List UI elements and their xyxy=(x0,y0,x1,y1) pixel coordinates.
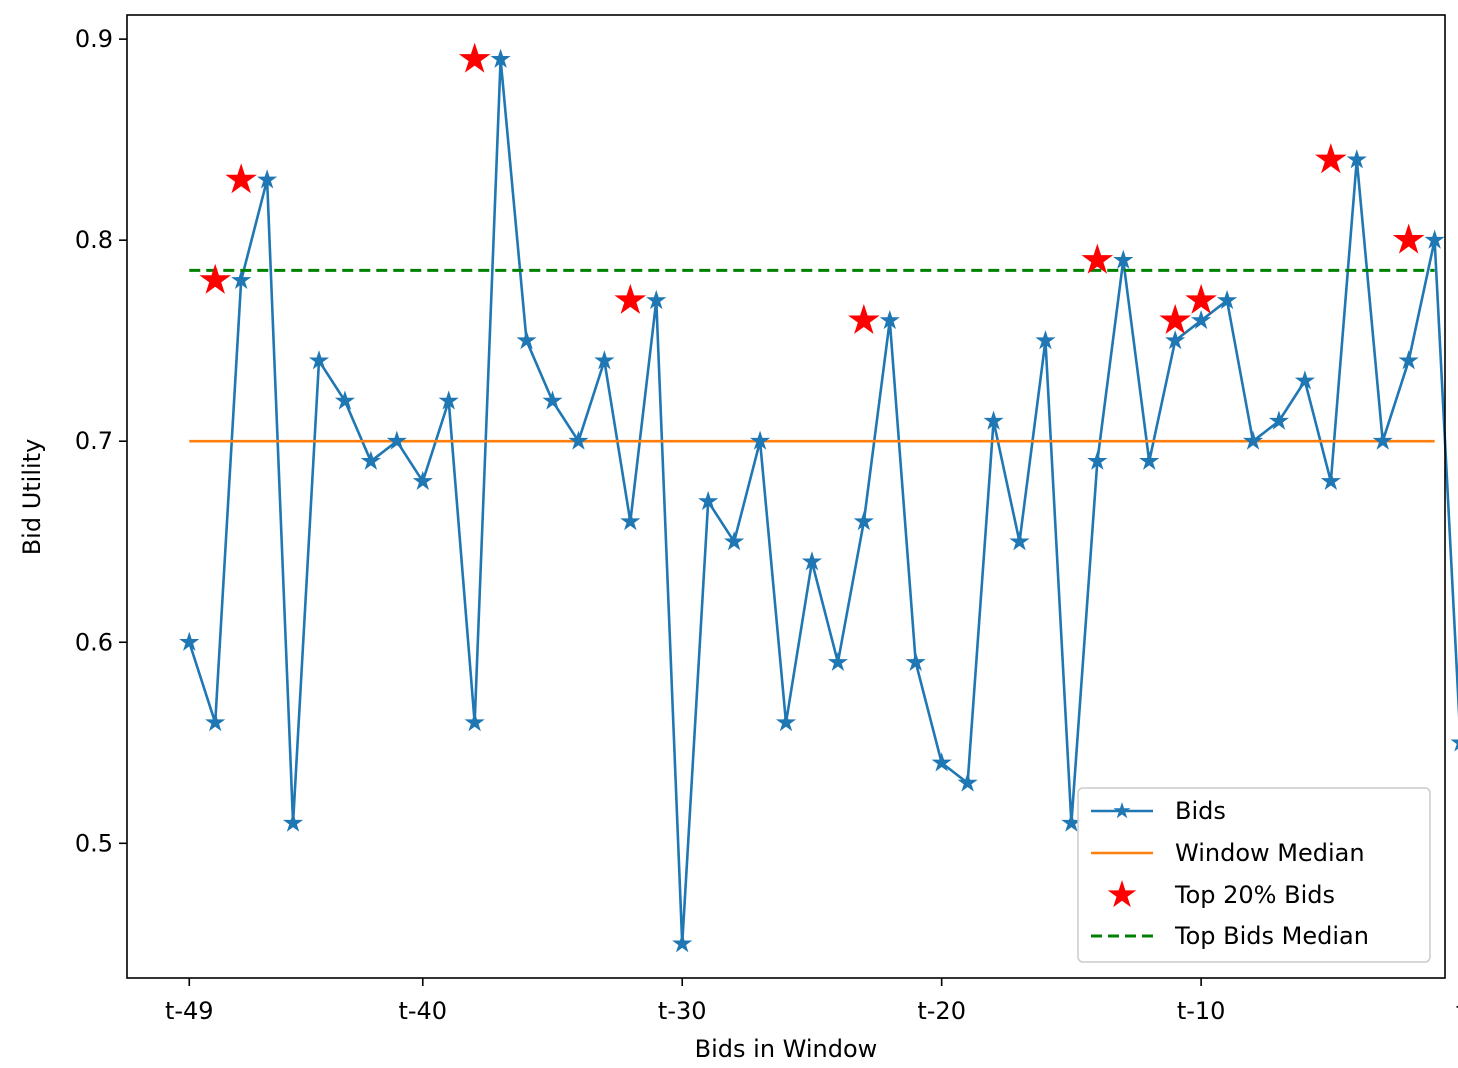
x-tick-label: t xyxy=(1456,997,1458,1025)
bid-point xyxy=(1372,430,1393,450)
bid-point xyxy=(827,651,848,671)
bid-point xyxy=(308,350,330,370)
legend-bids-marker xyxy=(1113,802,1131,819)
top-bid-point xyxy=(1392,223,1425,254)
x-tick-label: t-30 xyxy=(658,997,707,1025)
bid-point xyxy=(1035,330,1056,350)
plot-frame xyxy=(126,14,1446,979)
y-tick-label: 0.6 xyxy=(75,628,113,656)
bid-point xyxy=(1113,249,1134,269)
legend: Bids Window Median Top 20% Bids Top Bids Me… xyxy=(1077,787,1431,963)
bid-point xyxy=(179,631,200,651)
bid-point xyxy=(1242,430,1264,450)
bid-point xyxy=(1165,330,1186,350)
y-tick-label: 0.5 xyxy=(75,829,113,857)
bid-point xyxy=(905,651,926,671)
top-bid-point xyxy=(848,303,880,335)
bid-point xyxy=(801,551,823,571)
bid-point xyxy=(360,450,381,470)
bid-point xyxy=(853,511,874,531)
bid-point xyxy=(672,933,693,953)
bid-point xyxy=(724,531,745,551)
top-bid-point xyxy=(1315,143,1347,174)
bid-point xyxy=(1294,370,1315,390)
top-bid-point xyxy=(199,263,232,294)
bid-point xyxy=(542,390,563,410)
bid-point xyxy=(568,430,589,450)
legend-label: Top Bids Median xyxy=(1174,922,1369,950)
x-axis: t-49 t-40 t-30 t-20 t-10 t xyxy=(165,978,1458,1025)
bid-point xyxy=(620,511,641,531)
bid-point xyxy=(749,430,771,450)
bid-point xyxy=(1320,470,1341,491)
bid-point xyxy=(1087,450,1108,470)
legend-label: Bids xyxy=(1175,797,1226,825)
bid-point xyxy=(412,470,433,491)
top-bid-point xyxy=(1159,303,1191,335)
bid-point xyxy=(1139,450,1160,470)
bid-point xyxy=(490,48,511,68)
bid-point xyxy=(464,712,485,732)
bid-point xyxy=(1191,309,1212,330)
bid-point xyxy=(594,350,615,370)
legend-top-bids-marker xyxy=(1107,880,1137,908)
top-bid-point xyxy=(1185,283,1217,314)
top-bid-point xyxy=(225,163,257,194)
bid-point xyxy=(282,812,304,832)
bid-point xyxy=(334,390,356,410)
y-tick-label: 0.7 xyxy=(75,427,113,455)
legend-label: Window Median xyxy=(1175,839,1365,867)
x-tick-label: t-10 xyxy=(1177,997,1226,1025)
legend-label: Top 20% Bids xyxy=(1174,881,1335,909)
series-layer xyxy=(179,42,1458,953)
bid-point xyxy=(1398,350,1419,370)
top-bid-point xyxy=(458,42,491,73)
bid-point xyxy=(646,289,667,310)
bid-point xyxy=(775,712,797,732)
bid-point xyxy=(438,390,459,410)
y-axis: 0.5 0.6 0.7 0.8 0.9 xyxy=(75,25,127,857)
bid-point xyxy=(1450,739,1458,752)
top-bid-point xyxy=(614,283,647,314)
bid-point xyxy=(231,269,252,289)
x-tick-label: t-40 xyxy=(398,997,447,1025)
x-tick-label: t-49 xyxy=(165,997,214,1025)
bid-point xyxy=(983,410,1004,430)
bid-point xyxy=(516,330,537,350)
bid-point xyxy=(879,309,900,330)
bid-point xyxy=(1009,531,1030,551)
bid-point xyxy=(257,169,278,189)
bid-point xyxy=(1216,289,1238,310)
top-bid-point xyxy=(1081,243,1114,274)
bid-point xyxy=(1346,149,1367,169)
bid-point xyxy=(1268,410,1290,430)
bid-point xyxy=(205,712,226,732)
x-tick-label: t-20 xyxy=(917,997,966,1025)
y-axis-label: Bid Utility xyxy=(18,439,46,556)
y-tick-label: 0.9 xyxy=(75,25,113,53)
y-tick-label: 0.8 xyxy=(75,226,113,254)
bid-point xyxy=(386,430,407,450)
bid-point xyxy=(931,752,952,772)
bid-point xyxy=(1424,229,1445,249)
bid-point xyxy=(957,772,978,792)
x-axis-label: Bids in Window xyxy=(695,1035,878,1063)
legend-box xyxy=(1077,787,1431,963)
bid-point xyxy=(698,490,719,511)
